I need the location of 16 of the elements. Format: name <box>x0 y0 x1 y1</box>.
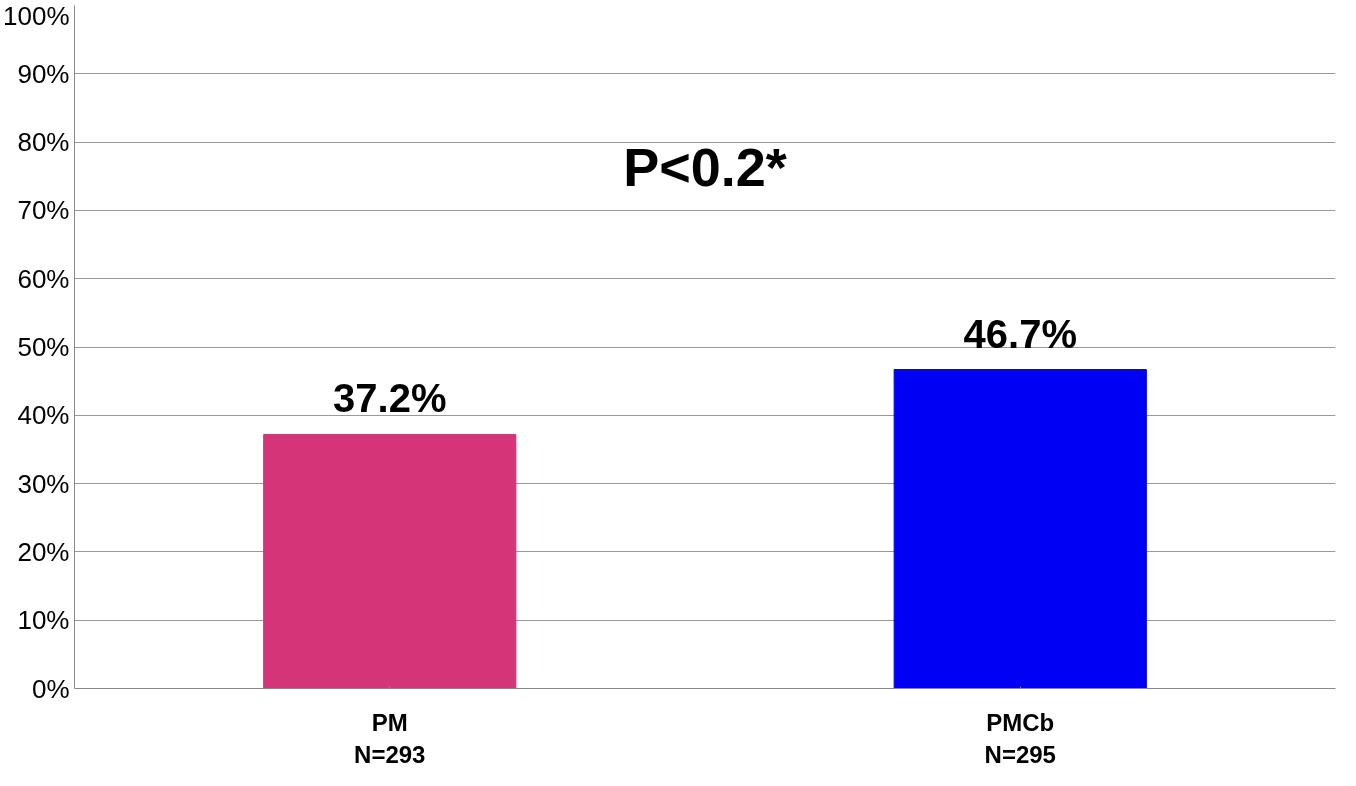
x-tick-label: PMCb N=295 <box>984 708 1056 768</box>
y-tick-label: 50% <box>17 332 70 362</box>
y-tick-label: 0% <box>31 673 70 704</box>
data-label: 37.2% <box>333 376 447 421</box>
y-tick-label: 60% <box>17 263 70 294</box>
annotation: P<0.2* <box>623 136 787 197</box>
data-label: 46.7% <box>963 311 1077 356</box>
y-tick-label: 20% <box>17 536 70 567</box>
y-tick-label: 70% <box>17 195 70 226</box>
y-tick-label: 100% <box>3 0 70 31</box>
y-tick-label: 80% <box>17 127 70 158</box>
y-tick-label: 10% <box>17 605 70 636</box>
y-tick-label: 40% <box>17 400 70 431</box>
y-tick-label: 90% <box>17 58 70 89</box>
x-tick-label: PM N=293 <box>354 708 426 768</box>
y-tick-label: 30% <box>17 468 70 499</box>
